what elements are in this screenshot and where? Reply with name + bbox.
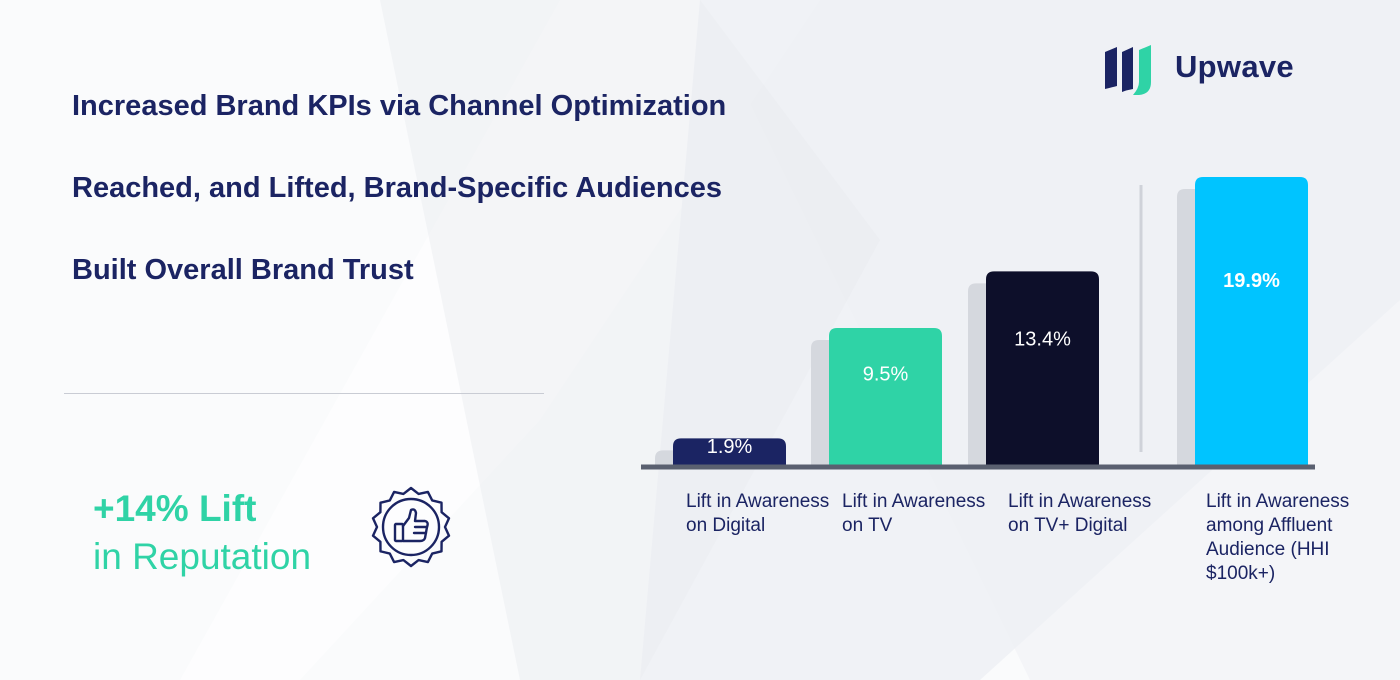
bar-digital	[673, 438, 786, 466]
value-label-affluent-audience: 19.9%	[1223, 270, 1280, 292]
category-label-tv-digital: Lift in Awareness on TV+ Digital	[1008, 491, 1152, 536]
category-label-tv: Lift in Awareness on TV	[842, 491, 986, 536]
section-divider	[64, 393, 544, 394]
brand-name: Upwave	[1175, 49, 1294, 84]
headline-channel-optimization: Increased Brand KPIs via Channel Optimiz…	[72, 90, 727, 122]
headline-brand-audiences: Reached, and Lifted, Brand-Specific Audi…	[72, 172, 722, 204]
reputation-lift-label: in Reputation	[93, 536, 312, 577]
category-label-affluent-audience: Lift in Awareness among Affluent Audienc…	[1206, 491, 1350, 584]
thumbs-up-badge-icon	[371, 486, 451, 568]
category-label-digital: Lift in Awareness on Digital	[686, 491, 830, 536]
reputation-lift-value: +14% Lift	[93, 488, 257, 529]
bar-tv-digital	[986, 271, 1099, 466]
headline-brand-trust: Built Overall Brand Trust	[72, 254, 414, 286]
value-label-tv-digital: 13.4%	[1014, 328, 1071, 350]
bar-tv	[829, 328, 942, 466]
value-label-tv: 9.5%	[863, 363, 909, 385]
upwave-logo-icon	[1105, 45, 1151, 95]
value-label-digital: 1.9%	[707, 436, 753, 458]
bar-affluent-audience	[1195, 177, 1308, 466]
